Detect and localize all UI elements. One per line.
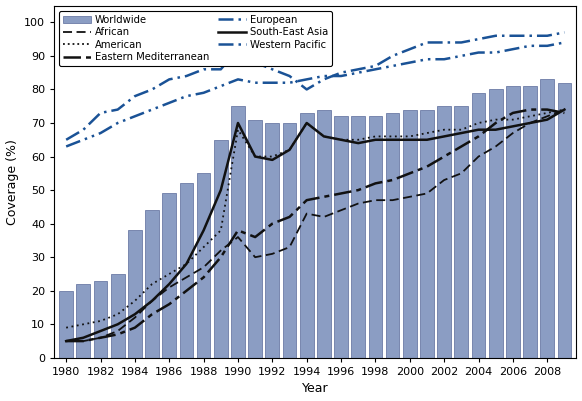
Bar — [111, 274, 125, 358]
Bar — [558, 83, 572, 358]
Bar — [197, 173, 211, 358]
Bar — [334, 116, 348, 358]
Legend: Worldwide, African, American, Eastern Mediterranean, European, South-East Asia, : Worldwide, African, American, Eastern Me… — [59, 10, 332, 66]
Bar — [76, 284, 90, 358]
Bar — [94, 281, 108, 358]
Bar — [300, 113, 314, 358]
Bar — [145, 210, 159, 358]
Bar — [352, 116, 365, 358]
Bar — [249, 119, 262, 358]
Bar — [265, 123, 279, 358]
Bar — [540, 79, 554, 358]
Bar — [420, 109, 434, 358]
X-axis label: Year: Year — [302, 383, 329, 395]
Bar — [471, 93, 485, 358]
Bar — [506, 86, 520, 358]
Bar — [403, 109, 417, 358]
Bar — [455, 106, 468, 358]
Bar — [59, 291, 73, 358]
Bar — [214, 140, 228, 358]
Y-axis label: Coverage (%): Coverage (%) — [6, 139, 19, 225]
Bar — [180, 183, 193, 358]
Bar — [128, 230, 142, 358]
Bar — [317, 109, 331, 358]
Bar — [162, 193, 176, 358]
Bar — [386, 113, 399, 358]
Bar — [231, 106, 245, 358]
Bar — [437, 106, 451, 358]
Bar — [368, 116, 382, 358]
Bar — [489, 89, 503, 358]
Bar — [283, 123, 296, 358]
Bar — [523, 86, 537, 358]
